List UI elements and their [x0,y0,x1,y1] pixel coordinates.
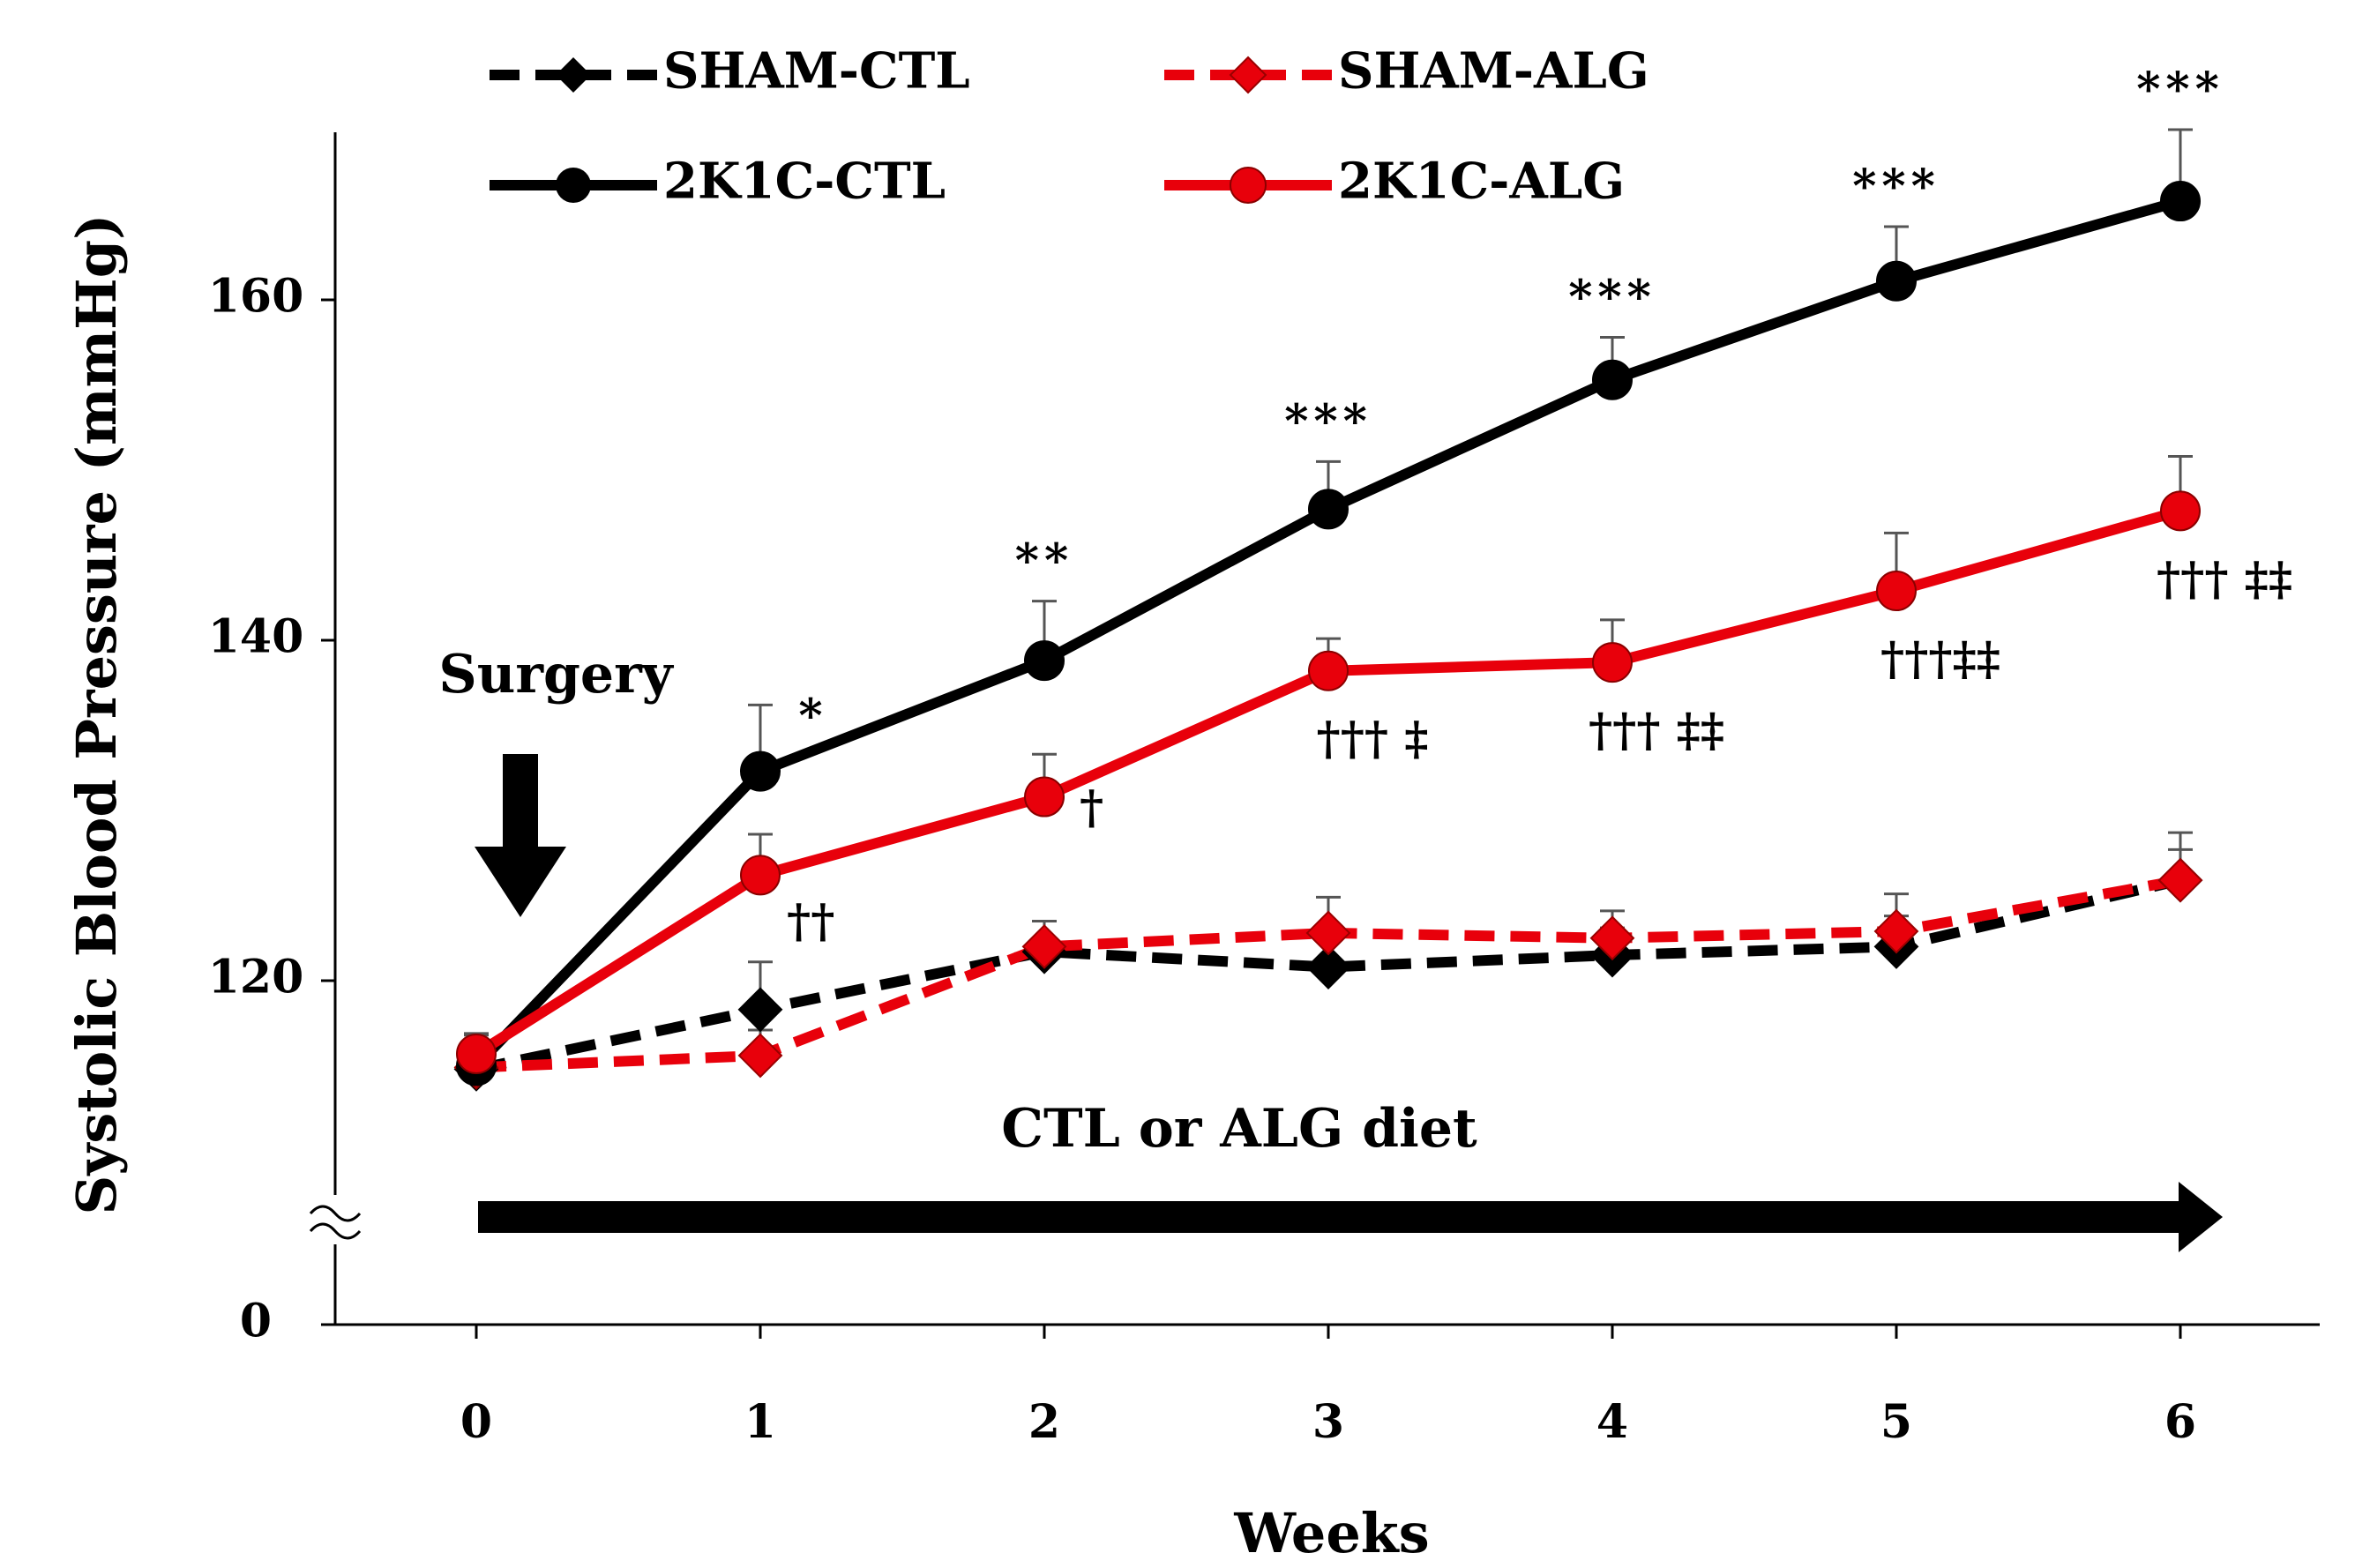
significance-label-2k1c-alg: ††† ‡ [1317,713,1429,766]
y-tick-label: 120 [208,951,304,1004]
significance-labels: ***************†††††† ‡ ††† ‡‡†††‡‡††† ‡‡ [787,63,2292,948]
data-point-2k1c-alg [456,1033,497,1074]
legend-item-2k1c-alg: 2K1C-ALG [1164,153,1625,211]
data-point-2k1c-ctl [740,750,781,792]
significance-label-2k1c-alg: † [1080,781,1103,835]
axis-break-icon [309,1195,362,1244]
y-ticks: 120 140 160 [208,270,335,1326]
data-point-sham-alg [737,1033,783,1079]
series-markers [453,181,2203,1092]
data-point-2k1c-alg [1308,650,1349,691]
data-point-2k1c-ctl [1308,489,1349,530]
data-point-2k1c-alg [1592,642,1633,683]
x-tick-label: 5 [1880,1395,1912,1449]
data-point-sham-alg [1873,908,1919,954]
data-point-sham-ctl [1305,945,1351,989]
legend-label-2k1c-ctl: 2K1C-CTL [663,153,946,211]
data-point-sham-alg [2157,857,2203,903]
data-point-sham-alg [1305,910,1351,956]
legend-item-sham-ctl: SHAM-CTL [490,42,970,101]
data-point-2k1c-ctl [1024,640,1065,682]
x-axis-title: Weeks [1233,1501,1429,1565]
significance-label-2k1c-alg: †† [787,894,834,948]
data-point-2k1c-alg [2160,490,2201,532]
x-tick-label: 2 [1028,1395,1060,1449]
x-tick-label: 4 [1596,1395,1628,1449]
diet-annotation: CTL or ALG diet [1001,1098,1477,1160]
legend: SHAM-CTL SHAM-ALG 2K1C-CTL 2K1C-ALG [490,42,1649,211]
y-tick-label: 140 [208,610,304,664]
data-point-2k1c-alg [1024,776,1065,818]
legend-item-2k1c-ctl: 2K1C-CTL [490,153,946,211]
circle-marker-icon [556,168,591,203]
x-tick-label: 3 [1312,1395,1344,1449]
data-point-sham-alg [1021,923,1067,969]
data-point-2k1c-alg [740,855,781,896]
axes [309,132,2320,1326]
x-ticks: 0 1 2 3 4 5 6 [460,1325,2196,1449]
legend-label-sham-alg: SHAM-ALG [1338,42,1649,101]
surgery-annotation: Surgery [438,644,674,706]
diet-arrow-icon [478,1182,2223,1252]
y-break-tick-label: 0 [240,1295,272,1348]
legend-label-sham-ctl: SHAM-CTL [663,42,970,101]
surgery-arrow-icon [475,754,566,917]
legend-label-2k1c-alg: 2K1C-ALG [1338,153,1625,211]
circle-marker-icon [1230,167,1267,204]
diamond-marker-icon [556,57,591,93]
x-tick-label: 1 [744,1395,776,1449]
data-point-2k1c-ctl [2160,181,2201,222]
significance-label-2k1c-ctl: *** [2136,63,2224,116]
data-point-2k1c-ctl [1876,260,1917,302]
data-point-sham-ctl [737,987,783,1033]
x-tick-label: 6 [2164,1395,2196,1449]
legend-item-sham-alg: SHAM-ALG [1164,42,1649,101]
y-axis-title: Systolic Blood Pressure (mmHg) [64,214,129,1215]
significance-label-2k1c-alg: ††† ‡‡ [2157,552,2292,606]
data-point-2k1c-ctl [1592,359,1633,400]
significance-label-2k1c-ctl: * [798,689,827,743]
significance-label-2k1c-ctl: *** [1852,160,1940,213]
data-point-sham-alg [1589,915,1635,961]
x-tick-label: 0 [460,1395,492,1449]
data-point-2k1c-alg [1876,571,1917,612]
significance-label-2k1c-alg: †††‡‡ [1880,632,2000,686]
significance-label-2k1c-alg: ††† ‡‡ [1589,704,1724,758]
significance-label-2k1c-ctl: *** [1284,394,1372,448]
significance-label-2k1c-ctl: *** [1568,270,1656,324]
diamond-marker-icon [1229,56,1267,94]
y-tick-label: 160 [208,270,304,324]
significance-label-2k1c-ctl: ** [1015,534,1073,588]
